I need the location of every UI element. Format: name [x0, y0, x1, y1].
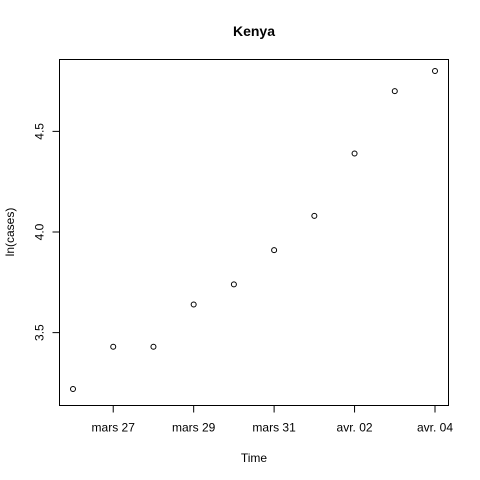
- x-axis: mars 27 mars 29 mars 31 avr. 02 avr. 04: [92, 405, 453, 435]
- x-tick-label: mars 27: [92, 421, 136, 435]
- x-tick-label: mars 29: [172, 421, 216, 435]
- data-point: [70, 385, 76, 392]
- data-point: [271, 247, 278, 254]
- data-point: [110, 343, 117, 350]
- x-tick-label: avr. 04: [417, 421, 453, 435]
- y-axis: 3.5 4.0 4.5: [33, 123, 60, 341]
- chart-title: Kenya: [233, 23, 275, 39]
- y-tick-label: 3.5: [33, 324, 47, 341]
- y-tick-label: 4.0: [33, 223, 47, 240]
- x-tick-label: mars 31: [252, 421, 296, 435]
- plot-area: [59, 59, 449, 406]
- y-axis-label: ln(cases): [3, 208, 17, 257]
- x-tick-label: avr. 02: [337, 421, 373, 435]
- x-axis-label: Time: [241, 451, 268, 465]
- data-point: [391, 88, 398, 95]
- data-point: [432, 68, 438, 74]
- data-point: [351, 150, 358, 157]
- data-point: [190, 301, 197, 308]
- data-points: [70, 68, 438, 392]
- y-tick-label: 4.5: [33, 123, 47, 140]
- data-point: [150, 343, 157, 350]
- data-point: [311, 212, 318, 219]
- data-point: [230, 281, 237, 288]
